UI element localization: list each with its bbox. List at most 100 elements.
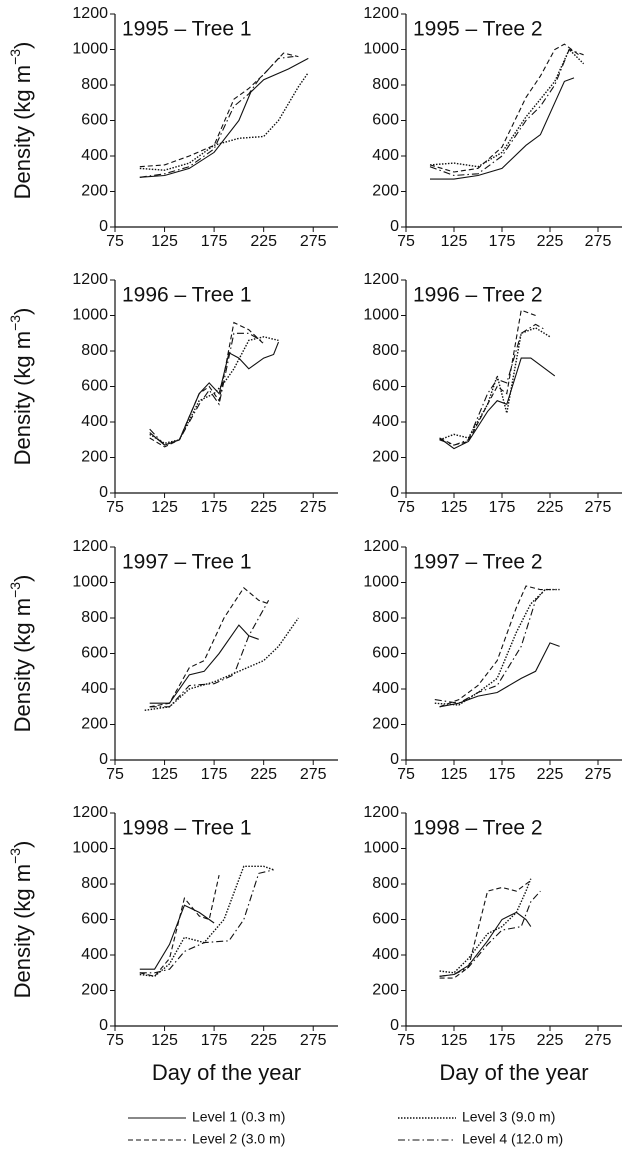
y-axis-label-part: ) (10, 841, 35, 848)
y-tick-label: 1000 (363, 41, 399, 58)
y-tick-label: 800 (81, 342, 108, 359)
series-line (149, 321, 265, 448)
y-tick-label: 1000 (363, 307, 399, 324)
x-tick-label: 225 (250, 233, 277, 250)
x-tick-label: 175 (201, 766, 228, 783)
y-tick-label: 1000 (72, 41, 108, 58)
series-line (439, 585, 555, 708)
x-tick-label: 275 (585, 499, 612, 516)
y-tick-label: 0 (99, 751, 108, 768)
x-tick-label: 125 (151, 233, 178, 250)
x-tick-label: 225 (250, 499, 277, 516)
y-axis-label: Density (kg m−3) (7, 841, 35, 999)
legend-label: Level 2 (3.0 m) (192, 1131, 285, 1147)
series-line (439, 323, 546, 446)
panel-title: 1997 – Tree 2 (413, 551, 543, 574)
y-tick-label: 400 (372, 413, 399, 430)
x-tick-label: 175 (201, 499, 228, 516)
panel-title: 1997 – Tree 1 (122, 551, 252, 574)
y-axis-label-part: ) (10, 575, 35, 582)
y-tick-label: 200 (372, 982, 399, 999)
x-tick-label: 75 (397, 233, 415, 250)
series-line (139, 57, 309, 178)
y-tick-label: 1200 (363, 5, 399, 22)
y-tick-label: 800 (81, 875, 108, 892)
series-line (139, 56, 294, 178)
y-tick-label: 400 (81, 946, 108, 963)
y-axis-label-part: Density (kg m (10, 65, 35, 199)
x-tick-label: 175 (201, 233, 228, 250)
y-axis-label-part: Density (kg m (10, 331, 35, 465)
y-tick-label: 1200 (72, 5, 108, 22)
y-tick-label: 800 (372, 342, 399, 359)
x-tick-label: 275 (300, 499, 327, 516)
x-tick-label: 125 (151, 499, 178, 516)
y-tick-label: 1200 (72, 538, 108, 555)
x-tick-label: 125 (441, 1032, 468, 1049)
x-tick-label: 175 (489, 1032, 516, 1049)
y-tick-label: 400 (372, 147, 399, 164)
x-tick-label: 225 (250, 766, 277, 783)
series-line (429, 48, 584, 177)
y-tick-label: 1000 (363, 574, 399, 591)
y-tick-label: 0 (99, 1017, 108, 1034)
y-axis-label-part: ) (10, 42, 35, 49)
series-line (149, 586, 269, 708)
y-tick-label: 800 (372, 76, 399, 93)
y-tick-label: 200 (372, 716, 399, 733)
y-tick-label: 800 (372, 875, 399, 892)
x-axis-label: Day of the year (439, 1060, 588, 1085)
x-tick-label: 125 (441, 233, 468, 250)
y-tick-label: 0 (99, 484, 108, 501)
x-tick-label: 75 (106, 766, 124, 783)
series-line (439, 327, 551, 441)
y-tick-label: 600 (372, 112, 399, 129)
x-tick-label: 275 (300, 766, 327, 783)
x-tick-label: 125 (441, 499, 468, 516)
y-tick-label: 0 (390, 218, 399, 235)
x-axis-label: Day of the year (152, 1060, 301, 1085)
x-tick-label: 275 (585, 1032, 612, 1049)
x-tick-label: 175 (489, 499, 516, 516)
panel-title: 1995 – Tree 2 (413, 18, 543, 41)
panel-title: 1995 – Tree 1 (122, 18, 252, 41)
series-line (434, 589, 546, 704)
panel-title: 1996 – Tree 1 (122, 284, 252, 307)
y-tick-label: 600 (372, 645, 399, 662)
series-line (434, 588, 560, 706)
y-tick-label: 400 (372, 946, 399, 963)
x-tick-label: 175 (489, 233, 516, 250)
y-tick-label: 600 (81, 645, 108, 662)
series-line (439, 642, 560, 708)
x-tick-label: 225 (537, 1032, 564, 1049)
x-tick-label: 275 (585, 233, 612, 250)
y-tick-label: 400 (81, 680, 108, 697)
x-tick-label: 275 (300, 1032, 327, 1049)
series-line (149, 624, 259, 704)
y-axis-label-part: −3 (7, 582, 23, 598)
legend-label: Level 1 (0.3 m) (192, 1109, 285, 1125)
x-tick-label: 125 (151, 766, 178, 783)
y-tick-label: 0 (99, 218, 108, 235)
y-tick-label: 1200 (363, 271, 399, 288)
y-tick-label: 400 (81, 413, 108, 430)
y-axis-label-part: −3 (7, 49, 23, 65)
x-tick-label: 75 (397, 499, 415, 516)
y-tick-label: 1000 (72, 574, 108, 591)
y-tick-label: 1000 (363, 840, 399, 857)
y-tick-label: 200 (372, 449, 399, 466)
x-tick-label: 175 (201, 1032, 228, 1049)
y-axis-label: Density (kg m−3) (7, 575, 35, 733)
series-line (139, 72, 309, 171)
series-line (149, 600, 270, 708)
series-line (439, 911, 532, 977)
y-tick-label: 800 (81, 609, 108, 626)
y-tick-label: 200 (81, 449, 108, 466)
y-tick-label: 600 (81, 911, 108, 928)
y-tick-label: 200 (372, 183, 399, 200)
series-line (439, 878, 532, 974)
x-tick-label: 225 (537, 766, 564, 783)
series-line (149, 332, 264, 446)
y-axis-label-part: Density (kg m (10, 864, 35, 998)
series-line (439, 880, 532, 979)
